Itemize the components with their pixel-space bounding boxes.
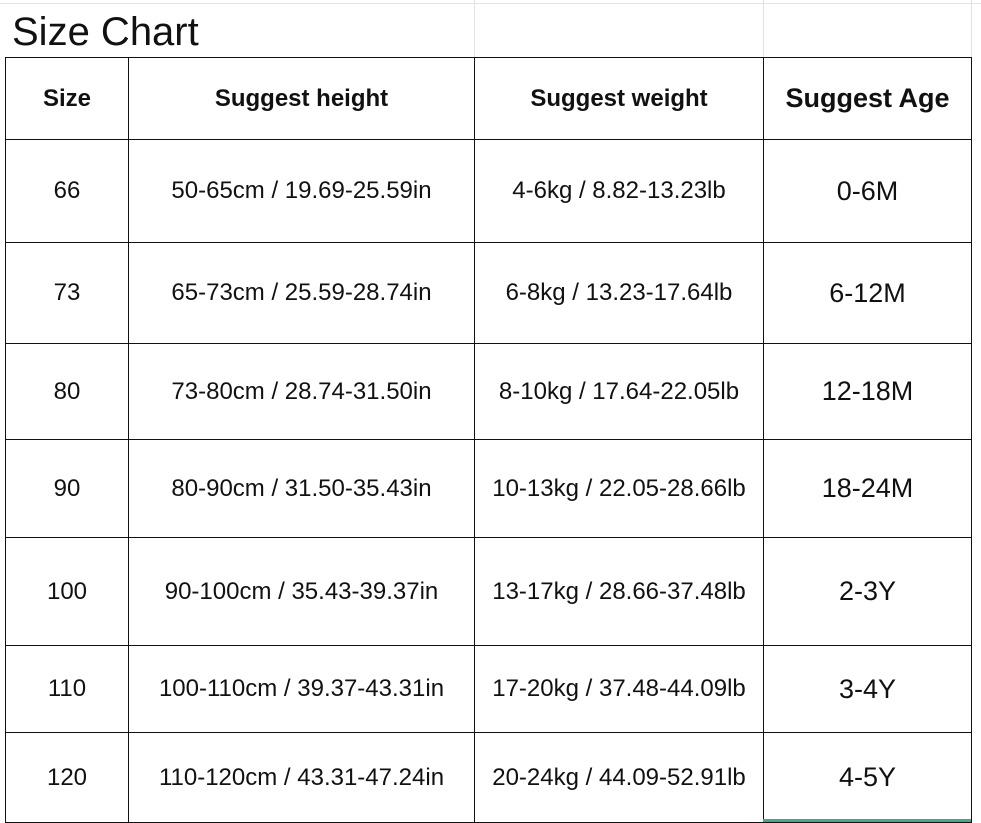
height-cell: 80-90cm / 31.50-35.43in xyxy=(128,439,475,538)
height-cell: 100-110cm / 39.37-43.31in xyxy=(128,645,475,733)
size-cell: 100 xyxy=(5,537,129,646)
size-cell: 90 xyxy=(5,439,129,538)
table-row: 80 73-80cm / 28.74-31.50in 8-10kg / 17.64-… xyxy=(5,343,972,440)
table-row: 73 65-73cm / 25.59-28.74in 6-8kg / 13.23-1… xyxy=(5,242,972,344)
height-cell: 50-65cm / 19.69-25.59in xyxy=(128,139,475,243)
table-row: 100 90-100cm / 35.43-39.37in 13-17kg / 28.… xyxy=(5,537,972,646)
weight-cell: 13-17kg / 28.66-37.48lb xyxy=(474,537,764,646)
gridline xyxy=(0,3,981,4)
gridline xyxy=(971,0,972,57)
header-weight: Suggest weight xyxy=(474,57,764,140)
size-cell: 66 xyxy=(5,139,129,243)
table-row: 110 100-110cm / 39.37-43.31in 17-20kg / 37… xyxy=(5,645,972,733)
size-table: Size Suggest height Suggest weight Sugge… xyxy=(5,57,972,823)
header-height: Suggest height xyxy=(128,57,475,140)
table-row: 66 50-65cm / 19.69-25.59in 4-6kg / 8.82-13… xyxy=(5,139,972,243)
table-row: 120 110-120cm / 43.31-47.24in 20-24kg / 44… xyxy=(5,732,972,823)
height-cell: 110-120cm / 43.31-47.24in xyxy=(128,732,475,823)
age-cell: 18-24M xyxy=(763,439,972,538)
selection-border xyxy=(763,819,971,822)
header-age: Suggest Age xyxy=(763,57,972,140)
weight-cell: 17-20kg / 37.48-44.09lb xyxy=(474,645,764,733)
gridline xyxy=(474,0,475,57)
height-cell: 65-73cm / 25.59-28.74in xyxy=(128,242,475,344)
page-title: Size Chart xyxy=(12,10,199,54)
size-cell: 120 xyxy=(5,732,129,823)
age-cell: 0-6M xyxy=(763,139,972,243)
age-cell: 12-18M xyxy=(763,343,972,440)
age-cell: 2-3Y xyxy=(763,537,972,646)
weight-cell: 4-6kg / 8.82-13.23lb xyxy=(474,139,764,243)
age-cell: 4-5Y xyxy=(763,732,972,823)
height-cell: 73-80cm / 28.74-31.50in xyxy=(128,343,475,440)
weight-cell: 8-10kg / 17.64-22.05lb xyxy=(474,343,764,440)
size-cell: 80 xyxy=(5,343,129,440)
weight-cell: 20-24kg / 44.09-52.91lb xyxy=(474,732,764,823)
weight-cell: 10-13kg / 22.05-28.66lb xyxy=(474,439,764,538)
age-cell: 6-12M xyxy=(763,242,972,344)
table-row: 90 80-90cm / 31.50-35.43in 10-13kg / 22.05… xyxy=(5,439,972,538)
weight-cell: 6-8kg / 13.23-17.64lb xyxy=(474,242,764,344)
age-cell: 3-4Y xyxy=(763,645,972,733)
header-row: Size Suggest height Suggest weight Sugge… xyxy=(5,57,972,140)
size-cell: 73 xyxy=(5,242,129,344)
gridline xyxy=(763,0,764,57)
height-cell: 90-100cm / 35.43-39.37in xyxy=(128,537,475,646)
size-cell: 110 xyxy=(5,645,129,733)
header-size: Size xyxy=(5,57,129,140)
